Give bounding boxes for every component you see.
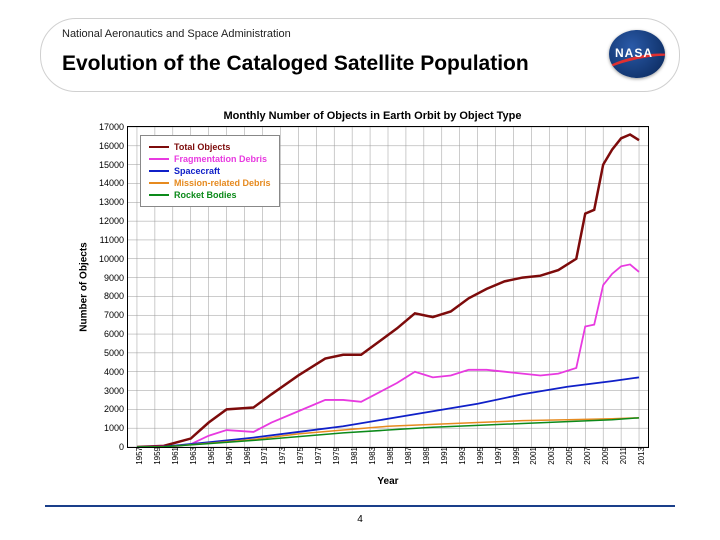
x-tick: 1967	[223, 447, 234, 465]
y-tick: 12000	[99, 216, 128, 226]
legend-item: Total Objects	[149, 142, 271, 152]
x-tick: 1995	[474, 447, 485, 465]
x-tick: 2003	[545, 447, 556, 465]
x-tick: 1973	[276, 447, 287, 465]
x-tick: 2013	[635, 447, 646, 465]
y-tick: 2000	[104, 404, 128, 414]
legend-label: Mission-related Debris	[174, 178, 271, 188]
x-tick: 1975	[294, 447, 305, 465]
chart-container: Monthly Number of Objects in Earth Orbit…	[85, 110, 660, 490]
legend-label: Rocket Bodies	[174, 190, 237, 200]
x-tick: 1971	[258, 447, 269, 465]
x-tick: 1985	[384, 447, 395, 465]
x-tick: 1989	[420, 447, 431, 465]
legend-item: Spacecraft	[149, 166, 271, 176]
y-tick: 3000	[104, 386, 128, 396]
y-tick: 0	[119, 442, 128, 452]
x-tick: 2001	[527, 447, 538, 465]
legend-label: Spacecraft	[174, 166, 220, 176]
nasa-logo-icon: NASA	[609, 30, 665, 78]
y-axis-label: Number of Objects	[79, 242, 90, 331]
y-tick: 15000	[99, 160, 128, 170]
x-tick: 1977	[312, 447, 323, 465]
page-number: 4	[357, 514, 363, 525]
x-tick: 1965	[205, 447, 216, 465]
footer-rule	[45, 505, 675, 507]
x-tick: 2007	[581, 447, 592, 465]
legend-swatch	[149, 194, 169, 196]
legend-swatch	[149, 146, 169, 148]
x-tick: 1969	[241, 447, 252, 465]
x-tick: 1961	[169, 447, 180, 465]
x-tick: 1963	[187, 447, 198, 465]
y-tick: 10000	[99, 254, 128, 264]
x-tick: 2009	[599, 447, 610, 465]
chart-plot-area: Number of Objects Year Total ObjectsFrag…	[127, 126, 649, 448]
legend-label: Fragmentation Debris	[174, 154, 267, 164]
y-tick: 14000	[99, 178, 128, 188]
slide-header: National Aeronautics and Space Administr…	[0, 0, 720, 105]
legend-item: Mission-related Debris	[149, 178, 271, 188]
legend-label: Total Objects	[174, 142, 230, 152]
legend-swatch	[149, 182, 169, 184]
y-tick: 8000	[104, 291, 128, 301]
legend-item: Rocket Bodies	[149, 190, 271, 200]
x-tick: 1987	[402, 447, 413, 465]
y-tick: 9000	[104, 273, 128, 283]
slide-title: Evolution of the Cataloged Satellite Pop…	[62, 52, 529, 76]
legend-item: Fragmentation Debris	[149, 154, 271, 164]
agency-subhead: National Aeronautics and Space Administr…	[62, 28, 291, 40]
legend-swatch	[149, 158, 169, 160]
y-tick: 6000	[104, 329, 128, 339]
x-tick: 1981	[348, 447, 359, 465]
y-tick: 1000	[104, 423, 128, 433]
x-tick: 1979	[330, 447, 341, 465]
x-tick: 1993	[456, 447, 467, 465]
x-tick: 1997	[492, 447, 503, 465]
x-tick: 2011	[617, 447, 628, 464]
y-tick: 11000	[100, 235, 128, 245]
x-tick: 1999	[510, 447, 521, 465]
x-tick: 1959	[151, 447, 162, 465]
nasa-logo-text: NASA	[615, 46, 653, 60]
x-tick: 1983	[366, 447, 377, 465]
x-tick: 1991	[438, 447, 449, 465]
y-tick: 5000	[104, 348, 128, 358]
x-axis-label: Year	[377, 476, 398, 487]
legend-swatch	[149, 170, 169, 172]
y-tick: 17000	[99, 122, 128, 132]
y-tick: 16000	[99, 141, 128, 151]
x-tick: 1957	[133, 447, 144, 465]
y-tick: 7000	[104, 310, 128, 320]
chart-legend: Total Objects Fragmentation Debris Spacecr…	[140, 135, 280, 207]
y-tick: 4000	[104, 367, 128, 377]
chart-title: Monthly Number of Objects in Earth Orbit…	[85, 110, 660, 122]
y-tick: 13000	[99, 197, 128, 207]
x-tick: 2005	[563, 447, 574, 465]
